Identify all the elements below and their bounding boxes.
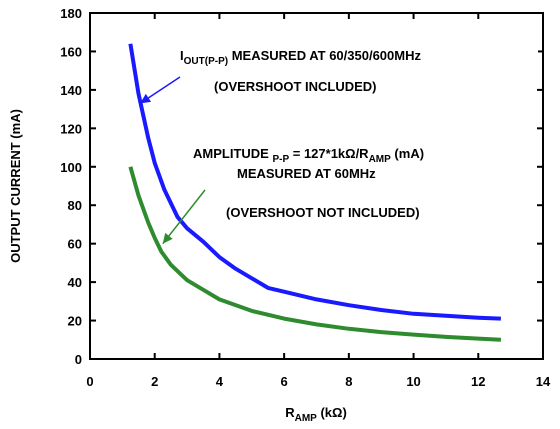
arrow-to-green-curve-head: [162, 232, 173, 244]
annotation-iout-label: IOUT(P-P) MEASURED AT 60/350/600MHz: [180, 48, 421, 67]
y-tick-label: 60: [68, 237, 82, 252]
plot-frame: [89, 12, 544, 360]
plot-border: [89, 12, 544, 360]
series-layer: [128, 43, 502, 342]
y-tick-label: 120: [60, 121, 82, 136]
x-tick-label: 0: [86, 374, 93, 389]
y-axis-title: OUTPUT CURRENT (mA): [8, 109, 23, 263]
x-tick-labels: 0 2 4 6 8 10 12 14: [86, 13, 551, 389]
series-line-1: [128, 43, 501, 321]
annotation-5-bg: [223, 201, 505, 223]
x-axis-title: RAMP (kΩ): [285, 405, 347, 424]
x-tick-label: 4: [216, 374, 224, 389]
y-tick-label: 140: [60, 83, 82, 98]
y-tick-label: 100: [60, 160, 82, 175]
arrow-to-blue-curve-head: [140, 93, 152, 104]
x-tick-label: 6: [281, 374, 288, 389]
annotation-amplitude-label: AMPLITUDE P-P = 127*1kΩ/RAMP (mA): [193, 146, 424, 165]
y-tick-labels: 0 20 40 60 80 100 120 140 160 180: [60, 6, 543, 367]
annotation-2-bg: [212, 75, 454, 97]
annotation-arrows: [139, 76, 206, 245]
annotation-1-bg: [178, 44, 538, 66]
y-tick-label: 180: [60, 6, 82, 21]
x-tick-label: 10: [406, 374, 420, 389]
y-tick-label: 20: [68, 314, 82, 329]
y-tick-label: 80: [68, 198, 82, 213]
annotation-overshoot-not-included: (OVERSHOOT NOT INCLUDED): [226, 205, 420, 220]
annotation-measured-60mhz: MEASURED AT 60MHz: [237, 166, 376, 181]
arrow-to-green-curve: [162, 189, 206, 245]
y-tick-label: 0: [75, 352, 82, 367]
y-tick-label: 160: [60, 44, 82, 59]
x-tick-label: 12: [471, 374, 485, 389]
x-tick-label: 8: [345, 374, 352, 389]
x-tick-label: 14: [536, 374, 551, 389]
annotation-overshoot-included: (OVERSHOOT INCLUDED): [214, 79, 377, 94]
series-line-2: [128, 166, 502, 342]
y-tick-label: 40: [68, 275, 82, 290]
annotation-3-bg: [190, 143, 530, 183]
x-tick-label: 2: [151, 374, 158, 389]
